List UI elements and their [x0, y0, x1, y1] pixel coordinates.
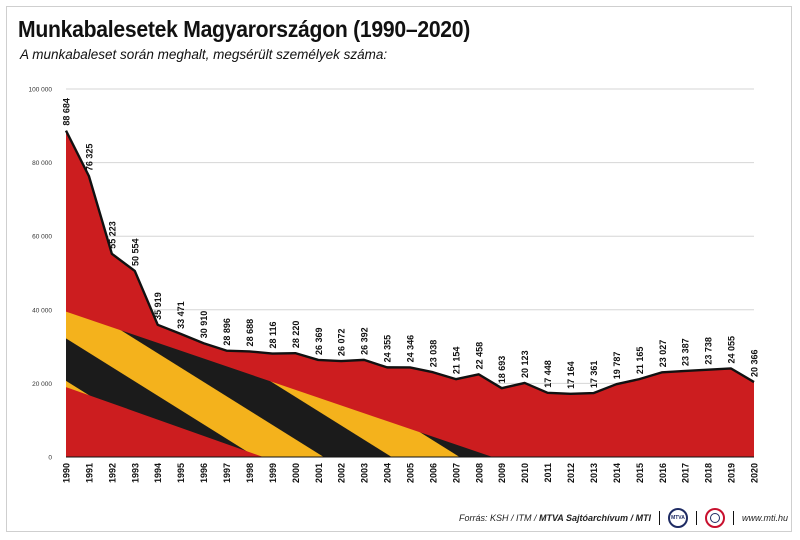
chart-frame [6, 6, 792, 532]
data-label: 28 896 [222, 318, 232, 346]
data-label: 24 055 [727, 336, 737, 364]
x-tick-label: 2008 [474, 463, 484, 483]
separator [658, 511, 660, 525]
x-tick-label: 2004 [383, 463, 393, 483]
x-tick-label: 1991 [84, 463, 94, 483]
data-label: 26 369 [314, 327, 324, 355]
x-tick-label: 2005 [406, 463, 416, 483]
data-label: 17 448 [543, 360, 553, 388]
series-line [64, 130, 755, 396]
data-label: 24 355 [383, 335, 393, 363]
x-tick-label: 1997 [222, 463, 232, 483]
x-tick-label: 1998 [245, 463, 255, 483]
x-tick-label: 2006 [428, 463, 438, 483]
y-tick-label: 60 000 [32, 234, 52, 241]
hazard-stripe-band [66, 311, 493, 457]
data-label: 76 325 [84, 144, 94, 172]
separator [695, 511, 697, 525]
source-prefix: Forrás: KSH / ITM / [458, 513, 539, 523]
data-label: 30 910 [199, 311, 209, 339]
x-tick-label: 2000 [291, 463, 301, 483]
data-label: 21 165 [635, 347, 645, 375]
data-label: 17 164 [566, 361, 576, 389]
data-label: 33 471 [176, 301, 186, 329]
y-tick-label: 80 000 [32, 160, 52, 167]
separator [732, 511, 734, 525]
data-label: 23 027 [658, 340, 668, 368]
data-label: 23 738 [704, 337, 714, 365]
mtva-logo-icon: MTVA [667, 508, 688, 528]
x-tick-label: 1993 [130, 463, 140, 483]
y-tick-label: 20 000 [32, 381, 52, 388]
data-label: 23 038 [428, 340, 438, 368]
x-tick-label: 2010 [520, 463, 530, 483]
data-label: 22 458 [474, 342, 484, 370]
website-link[interactable]: www.mti.hu [741, 513, 788, 523]
x-tick-label: 1990 [62, 463, 72, 483]
x-tick-label: 2015 [635, 463, 645, 483]
x-tick-label: 2017 [681, 463, 691, 483]
data-label: 55 223 [107, 221, 117, 249]
x-tick-label: 2020 [750, 463, 760, 483]
footer: Forrás: KSH / ITM / MTVA Sajtóarchívum /… [459, 506, 788, 530]
data-label: 28 688 [245, 319, 255, 347]
data-label: 28 116 [268, 322, 278, 349]
source-bold: MTVA Sajtóarchívum / MTI [538, 513, 651, 523]
data-label: 88 684 [62, 98, 72, 126]
data-label: 17 361 [589, 361, 599, 389]
x-tick-label: 2013 [589, 463, 599, 483]
data-label: 19 787 [612, 352, 622, 380]
data-label: 20 123 [520, 350, 530, 378]
data-label: 26 072 [337, 329, 347, 357]
data-label: 21 154 [451, 347, 461, 375]
mti-logo-icon [704, 508, 725, 528]
data-label: 26 392 [360, 327, 370, 355]
data-label: 23 387 [681, 338, 691, 366]
x-tick-label: 2009 [497, 463, 507, 483]
x-tick-label: 2011 [543, 463, 553, 483]
chart-subtitle: A munkabaleset során meghalt, megsérült … [20, 47, 388, 62]
y-tick-label: 40 000 [32, 307, 52, 314]
y-tick-label: 0 [48, 455, 52, 462]
data-label: 50 554 [130, 238, 140, 266]
data-label: 18 693 [497, 356, 507, 384]
x-tick-label: 1992 [107, 463, 117, 483]
x-tick-label: 1999 [268, 463, 278, 483]
x-tick-label: 2002 [337, 463, 347, 483]
x-tick-label: 2001 [314, 463, 324, 483]
data-label: 35 919 [153, 292, 163, 320]
x-tick-label: 2014 [612, 463, 622, 483]
data-label: 28 220 [291, 321, 301, 349]
x-tick-label: 2012 [566, 463, 576, 483]
x-tick-label: 2016 [658, 463, 668, 483]
y-tick-label: 100 000 [29, 87, 53, 94]
x-tick-label: 2018 [704, 463, 714, 483]
x-tick-label: 2003 [360, 463, 370, 483]
x-tick-label: 1994 [153, 463, 163, 483]
x-tick-label: 1996 [199, 463, 209, 483]
x-tick-label: 2019 [727, 463, 737, 483]
data-label: 20 366 [750, 350, 760, 378]
data-label: 24 346 [406, 335, 416, 363]
source-credit: Forrás: KSH / ITM / MTVA Sajtóarchívum /… [459, 513, 651, 523]
chart-title: Munkabalesetek Magyarországon (1990–2020… [18, 16, 471, 42]
x-tick-label: 1995 [176, 463, 186, 483]
x-tick-label: 2007 [451, 463, 461, 483]
